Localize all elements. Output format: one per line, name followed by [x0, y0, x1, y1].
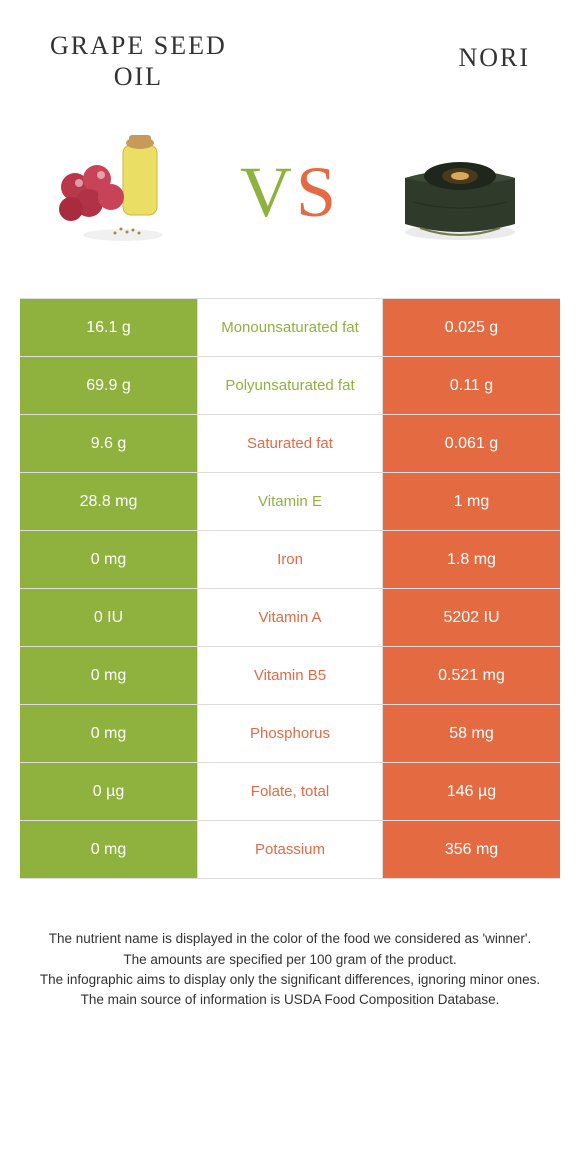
left-value: 0 µg	[20, 763, 198, 820]
table-row: 9.6 gSaturated fat0.061 g	[20, 415, 560, 473]
left-value: 69.9 g	[20, 357, 198, 414]
nutrient-label: Iron	[198, 531, 382, 588]
header: Grape seed oil Nori	[0, 0, 580, 102]
left-value: 16.1 g	[20, 299, 198, 356]
right-value: 58 mg	[382, 705, 560, 762]
footer-line-2: The amounts are specified per 100 gram o…	[30, 950, 550, 970]
nutrient-label: Vitamin B5	[198, 647, 382, 704]
footer-line-3: The infographic aims to display only the…	[30, 970, 550, 990]
nutrient-label: Monounsaturated fat	[198, 299, 382, 356]
table-row: 28.8 mgVitamin E1 mg	[20, 473, 560, 531]
right-food-image	[380, 122, 540, 262]
left-value: 9.6 g	[20, 415, 198, 472]
vs-s: S	[296, 152, 340, 232]
nutrient-label: Saturated fat	[198, 415, 382, 472]
nutrient-label: Vitamin E	[198, 473, 382, 530]
table-row: 69.9 gPolyunsaturated fat0.11 g	[20, 357, 560, 415]
right-value: 356 mg	[382, 821, 560, 878]
right-value: 1 mg	[382, 473, 560, 530]
right-value: 146 µg	[382, 763, 560, 820]
table-row: 0 mgPotassium356 mg	[20, 821, 560, 879]
nutrient-label: Potassium	[198, 821, 382, 878]
left-value: 0 mg	[20, 647, 198, 704]
left-value: 0 mg	[20, 705, 198, 762]
table-row: 0 mgVitamin B50.521 mg	[20, 647, 560, 705]
table-row: 0 µgFolate, total146 µg	[20, 763, 560, 821]
footer-notes: The nutrient name is displayed in the co…	[0, 879, 580, 1010]
left-food-image	[40, 122, 200, 262]
table-row: 0 mgPhosphorus58 mg	[20, 705, 560, 763]
table-row: 0 mgIron1.8 mg	[20, 531, 560, 589]
table-row: 0 IUVitamin A5202 IU	[20, 589, 560, 647]
right-value: 5202 IU	[382, 589, 560, 646]
right-value: 1.8 mg	[382, 531, 560, 588]
vs-v: V	[240, 152, 296, 232]
vs-label: VS	[240, 151, 340, 234]
right-value: 0.521 mg	[382, 647, 560, 704]
left-value: 0 mg	[20, 531, 198, 588]
right-value: 0.11 g	[382, 357, 560, 414]
nutrient-label: Polyunsaturated fat	[198, 357, 382, 414]
nutrient-label: Folate, total	[198, 763, 382, 820]
footer-line-4: The main source of information is USDA F…	[30, 990, 550, 1010]
comparison-table: 16.1 gMonounsaturated fat0.025 g69.9 gPo…	[20, 298, 560, 879]
nutrient-label: Phosphorus	[198, 705, 382, 762]
left-value: 0 IU	[20, 589, 198, 646]
hero-row: VS	[0, 102, 580, 292]
nutrient-label: Vitamin A	[198, 589, 382, 646]
left-value: 0 mg	[20, 821, 198, 878]
right-value: 0.061 g	[382, 415, 560, 472]
right-value: 0.025 g	[382, 299, 560, 356]
table-row: 16.1 gMonounsaturated fat0.025 g	[20, 299, 560, 357]
right-food-title: Nori	[458, 30, 530, 92]
left-value: 28.8 mg	[20, 473, 198, 530]
left-food-title: Grape seed oil	[50, 30, 227, 92]
footer-line-1: The nutrient name is displayed in the co…	[30, 929, 550, 949]
